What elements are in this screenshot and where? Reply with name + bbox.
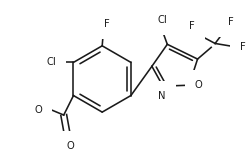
Text: O: O (34, 105, 42, 115)
Text: Cl: Cl (46, 57, 56, 67)
Text: O: O (195, 80, 203, 90)
Text: F: F (104, 19, 110, 29)
Text: F: F (189, 21, 195, 31)
Text: O: O (67, 141, 74, 151)
Text: F: F (241, 42, 246, 52)
Text: Cl: Cl (157, 15, 167, 25)
Text: N: N (158, 91, 166, 101)
Text: F: F (228, 17, 234, 27)
